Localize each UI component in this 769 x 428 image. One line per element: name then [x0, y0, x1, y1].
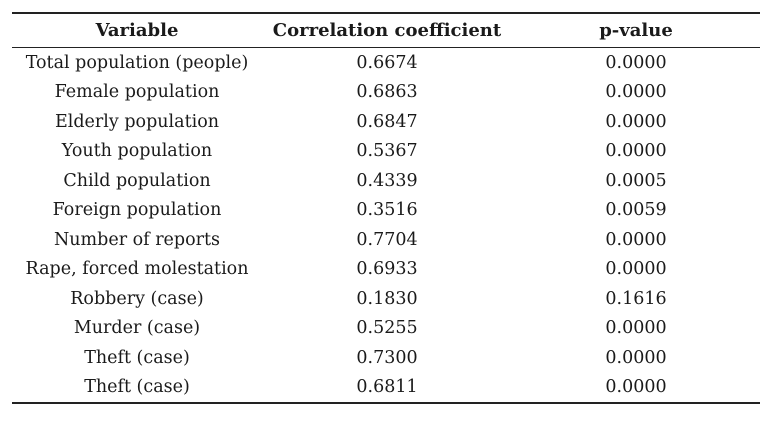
cell-p-value: 0.0000 — [605, 347, 667, 368]
table-row: Murder (case) 0.5255 0.0000 — [12, 314, 760, 344]
table-row: Elderly population 0.6847 0.0000 — [12, 107, 760, 137]
cell-p-value: 0.0000 — [605, 82, 667, 103]
cell-variable: Child population — [63, 170, 211, 191]
cell-p-value: 0.0000 — [605, 111, 667, 132]
cell-correlation-coefficient: 0.6933 — [356, 259, 418, 280]
cell-p-value: 0.0059 — [605, 200, 667, 221]
table-row: Female population 0.6863 0.0000 — [12, 78, 760, 108]
table-header: Variable Correlation coefficient p-value — [12, 13, 760, 48]
cell-variable: Elderly population — [54, 111, 220, 132]
header-correlation-coefficient: Correlation coefficient — [272, 20, 502, 41]
cell-correlation-coefficient: 0.1830 — [356, 288, 418, 309]
cell-correlation-coefficient: 0.6847 — [356, 111, 418, 132]
cell-variable: Youth population — [61, 141, 213, 162]
cell-correlation-coefficient: 0.4339 — [356, 170, 418, 191]
table-row: Rape, forced molestation 0.6933 0.0000 — [12, 255, 760, 285]
cell-variable: Female population — [54, 82, 220, 103]
cell-p-value: 0.0000 — [605, 377, 667, 398]
cell-p-value: 0.0000 — [605, 259, 667, 280]
table-row: Child population 0.4339 0.0005 — [12, 166, 760, 196]
cell-p-value: 0.0005 — [605, 170, 667, 191]
correlation-table-container: Variable Correlation coefficient p-value… — [12, 12, 760, 404]
table-row: Theft (case) 0.7300 0.0000 — [12, 343, 760, 373]
cell-correlation-coefficient: 0.7300 — [356, 347, 418, 368]
table-row: Theft (case) 0.6811 0.0000 — [12, 373, 760, 403]
cell-p-value: 0.0000 — [605, 318, 667, 339]
cell-p-value: 0.0000 — [605, 229, 667, 250]
table-row: Total population (people) 0.6674 0.0000 — [12, 48, 760, 78]
header-p-value: p-value — [599, 20, 673, 41]
cell-variable: Foreign population — [52, 200, 222, 221]
cell-variable: Theft (case) — [84, 347, 190, 368]
cell-correlation-coefficient: 0.5255 — [356, 318, 418, 339]
cell-correlation-coefficient: 0.6811 — [356, 377, 418, 398]
cell-correlation-coefficient: 0.6863 — [356, 82, 418, 103]
table-row: Youth population 0.5367 0.0000 — [12, 137, 760, 167]
cell-correlation-coefficient: 0.7704 — [356, 229, 418, 250]
cell-p-value: 0.0000 — [605, 52, 667, 73]
cell-variable: Theft (case) — [84, 377, 190, 398]
cell-correlation-coefficient: 0.3516 — [356, 200, 418, 221]
cell-correlation-coefficient: 0.6674 — [356, 52, 418, 73]
cell-variable: Robbery (case) — [70, 288, 204, 309]
cell-variable: Number of reports — [53, 229, 221, 250]
table-row: Robbery (case) 0.1830 0.1616 — [12, 284, 760, 314]
table-row: Foreign population 0.3516 0.0059 — [12, 196, 760, 226]
cell-correlation-coefficient: 0.5367 — [356, 141, 418, 162]
header-row: Variable Correlation coefficient p-value — [12, 13, 760, 48]
table-row: Number of reports 0.7704 0.0000 — [12, 225, 760, 255]
correlation-table: Variable Correlation coefficient p-value… — [12, 12, 760, 404]
header-variable: Variable — [95, 20, 179, 41]
table-body: Total population (people) 0.6674 0.0000 Fem… — [12, 48, 760, 403]
cell-p-value: 0.1616 — [605, 288, 667, 309]
cell-variable: Rape, forced molestation — [25, 259, 249, 280]
cell-variable: Murder (case) — [73, 318, 201, 339]
cell-variable: Total population (people) — [25, 52, 249, 73]
cell-p-value: 0.0000 — [605, 141, 667, 162]
